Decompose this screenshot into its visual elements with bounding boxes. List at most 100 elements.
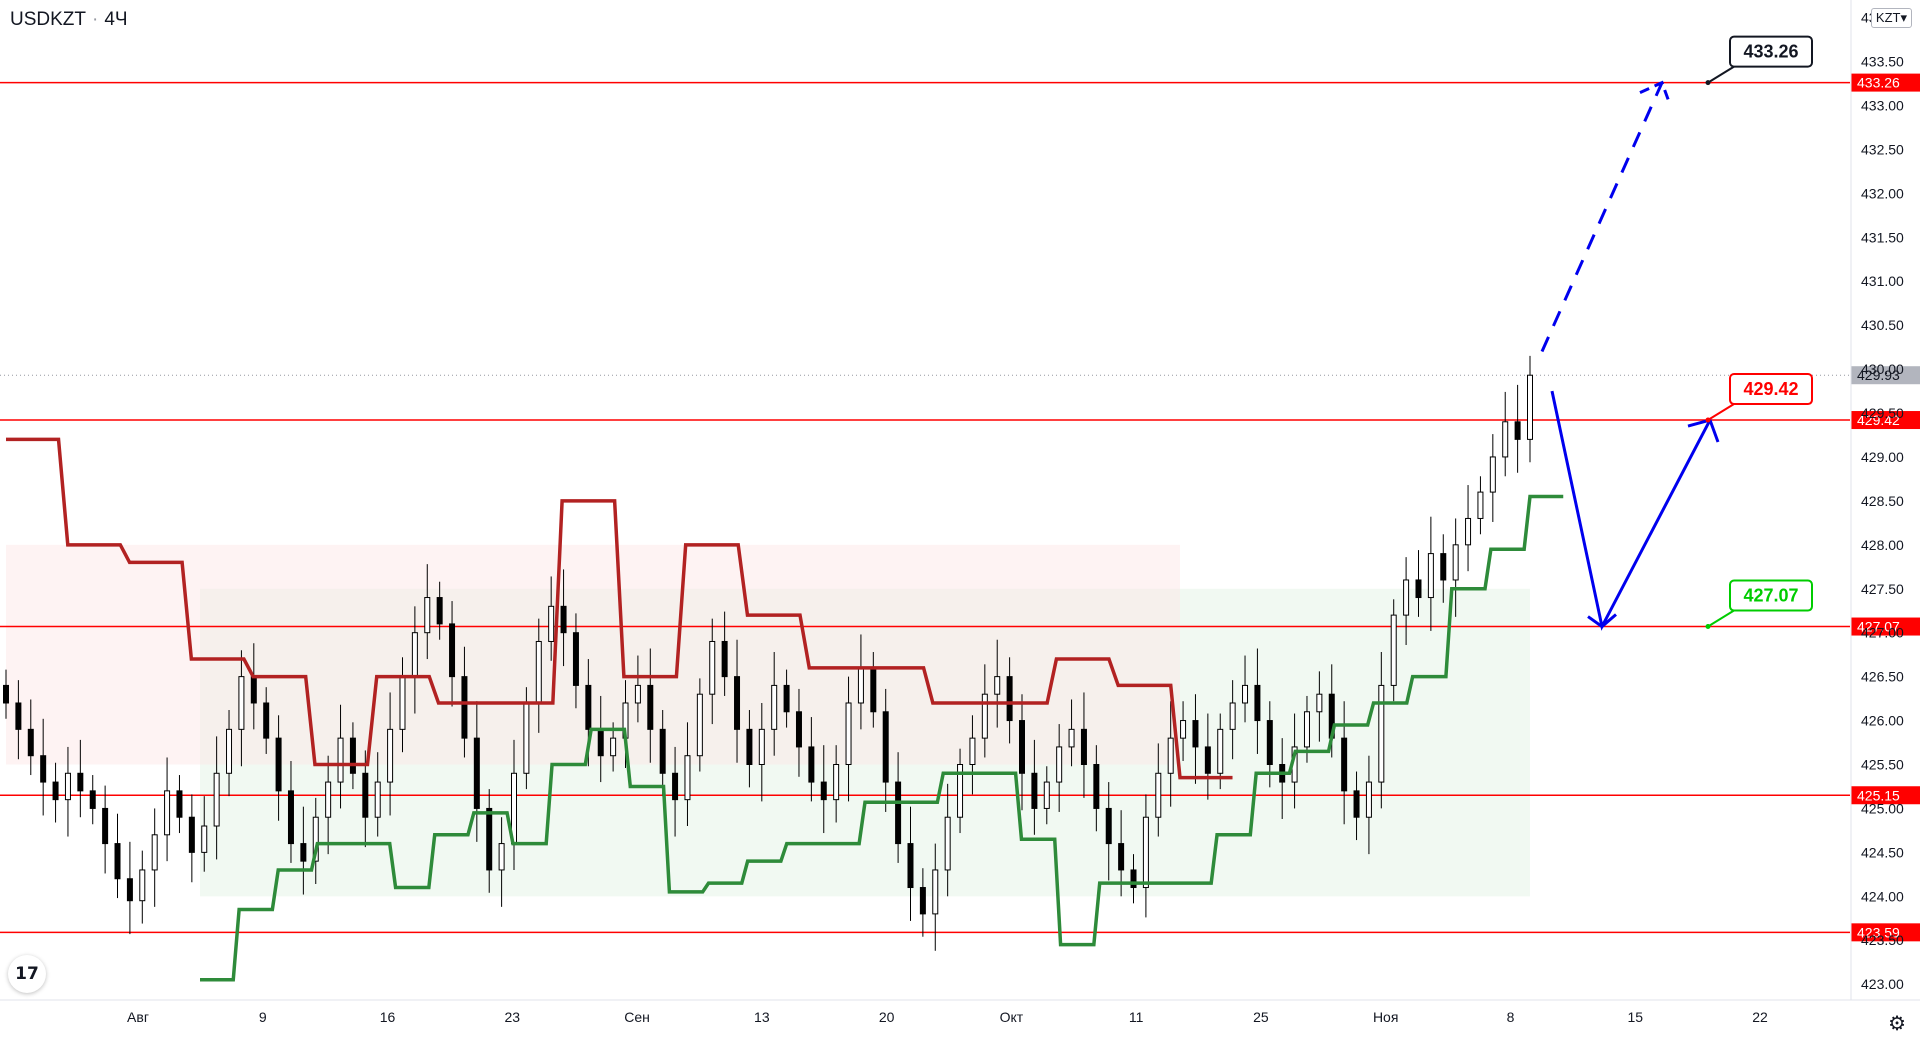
candle-body	[325, 781, 332, 818]
candle-body	[610, 737, 617, 757]
candle-body	[1068, 728, 1075, 748]
candle-body	[1118, 843, 1125, 871]
candle-body	[734, 676, 741, 730]
candle-body	[1427, 553, 1434, 599]
price-tick-label: 432.00	[1861, 185, 1904, 201]
price-axis: 433.26 429.42 427.07 425.15 423.59 429.93 423.…	[1850, 0, 1920, 1000]
candle-body	[473, 737, 480, 809]
candle-body	[15, 702, 22, 730]
forecast-arrows	[1540, 80, 1720, 631]
price-tick-label: 429.00	[1861, 449, 1904, 465]
candle-body	[1019, 720, 1025, 774]
candle-body	[461, 676, 468, 739]
candle-body	[1378, 684, 1385, 783]
time-tick-label: 15	[1627, 1009, 1643, 1025]
candle-body	[102, 807, 109, 845]
price-tick-label: 427.50	[1861, 581, 1904, 597]
candle-body	[560, 605, 567, 634]
candle-body	[1527, 374, 1533, 440]
candle-body	[1080, 728, 1087, 765]
candle-body	[1043, 781, 1050, 809]
forecast-arrowhead	[1639, 80, 1672, 106]
candle-body	[349, 737, 356, 774]
callout-pointer	[1707, 65, 1735, 84]
price-tick-label: 423.50	[1861, 932, 1904, 948]
candle-body	[362, 772, 369, 818]
candle-body	[337, 737, 344, 783]
candle-body	[1031, 772, 1038, 809]
callout-pointer	[1707, 403, 1735, 421]
candle-body	[1266, 720, 1273, 765]
candle-body	[176, 790, 183, 818]
candle-body	[238, 676, 245, 730]
callout-pointer	[1707, 609, 1735, 628]
timeframe-label[interactable]: 4Ч	[104, 9, 128, 30]
candle-body	[1514, 421, 1521, 440]
callout-text: 427.07	[1743, 586, 1798, 606]
symbol-name: USDKZT	[10, 9, 86, 30]
candle-body	[89, 790, 96, 809]
price-tick-label: 425.50	[1861, 756, 1904, 772]
tradingview-logo-icon[interactable]: 17	[8, 955, 46, 993]
candle-body	[52, 781, 59, 801]
currency-selector[interactable]: KZT▾	[1870, 8, 1912, 28]
gear-icon[interactable]: ⚙	[1888, 1013, 1906, 1035]
candle-body	[498, 843, 505, 871]
candle-body	[275, 737, 282, 792]
price-tick-label: 431.00	[1861, 273, 1904, 289]
candle-body	[486, 807, 493, 871]
candle-body	[1440, 553, 1447, 581]
candle-body	[213, 772, 220, 827]
last-price-text: 429.93	[1857, 367, 1900, 383]
time-tick-label: Окт	[1000, 1009, 1024, 1025]
candle-body	[263, 702, 270, 739]
candle-body	[907, 843, 914, 889]
chevron-down-icon: ▾	[1900, 10, 1907, 25]
last-price-tag	[1851, 366, 1920, 385]
callout-text: 429.42	[1743, 379, 1798, 399]
price-callouts: 433.26 429.42 427.07	[1705, 35, 1813, 630]
candle-body	[957, 763, 964, 818]
forecast-path	[1550, 390, 1712, 631]
supertrend-up-line	[200, 494, 1564, 982]
candle-body	[1142, 816, 1149, 889]
candle-body	[808, 746, 815, 783]
candle-body	[64, 772, 71, 801]
time-tick-label: 20	[879, 1009, 895, 1025]
candle-body	[870, 667, 877, 713]
currency-label: KZT	[1875, 10, 1901, 25]
time-tick-label: Авг	[127, 1009, 149, 1025]
candle-body	[548, 605, 555, 642]
candle-body	[1341, 737, 1348, 792]
candle-body	[312, 816, 319, 862]
candle-body	[696, 693, 703, 757]
candle-body	[1452, 544, 1459, 581]
logo-text: 17	[15, 964, 39, 984]
candle-body	[1242, 684, 1249, 704]
supertrend-lines	[6, 437, 1564, 982]
price-tick-label: 426.50	[1861, 669, 1904, 685]
candle-body	[424, 597, 431, 634]
candle-body	[1192, 720, 1199, 748]
candle-body	[250, 676, 257, 704]
candle-body	[585, 684, 592, 730]
candle-body	[919, 887, 926, 915]
callout-box	[1729, 35, 1813, 68]
candle-body	[771, 684, 778, 730]
candle-body	[300, 843, 307, 862]
candle-body	[1465, 517, 1472, 546]
candle-body	[40, 755, 47, 783]
callout-anchor	[1705, 624, 1711, 630]
level-price-text: 427.07	[1857, 619, 1900, 635]
candle-body	[151, 834, 158, 871]
time-tick-label: 23	[505, 1009, 521, 1025]
candle-body	[1056, 746, 1063, 783]
candle-body	[820, 781, 827, 801]
level-price-text: 423.59	[1857, 924, 1900, 940]
candle-body	[783, 684, 790, 713]
supertrend-fills	[6, 544, 1530, 897]
candle-body	[1502, 421, 1509, 458]
candle-body	[164, 790, 171, 836]
